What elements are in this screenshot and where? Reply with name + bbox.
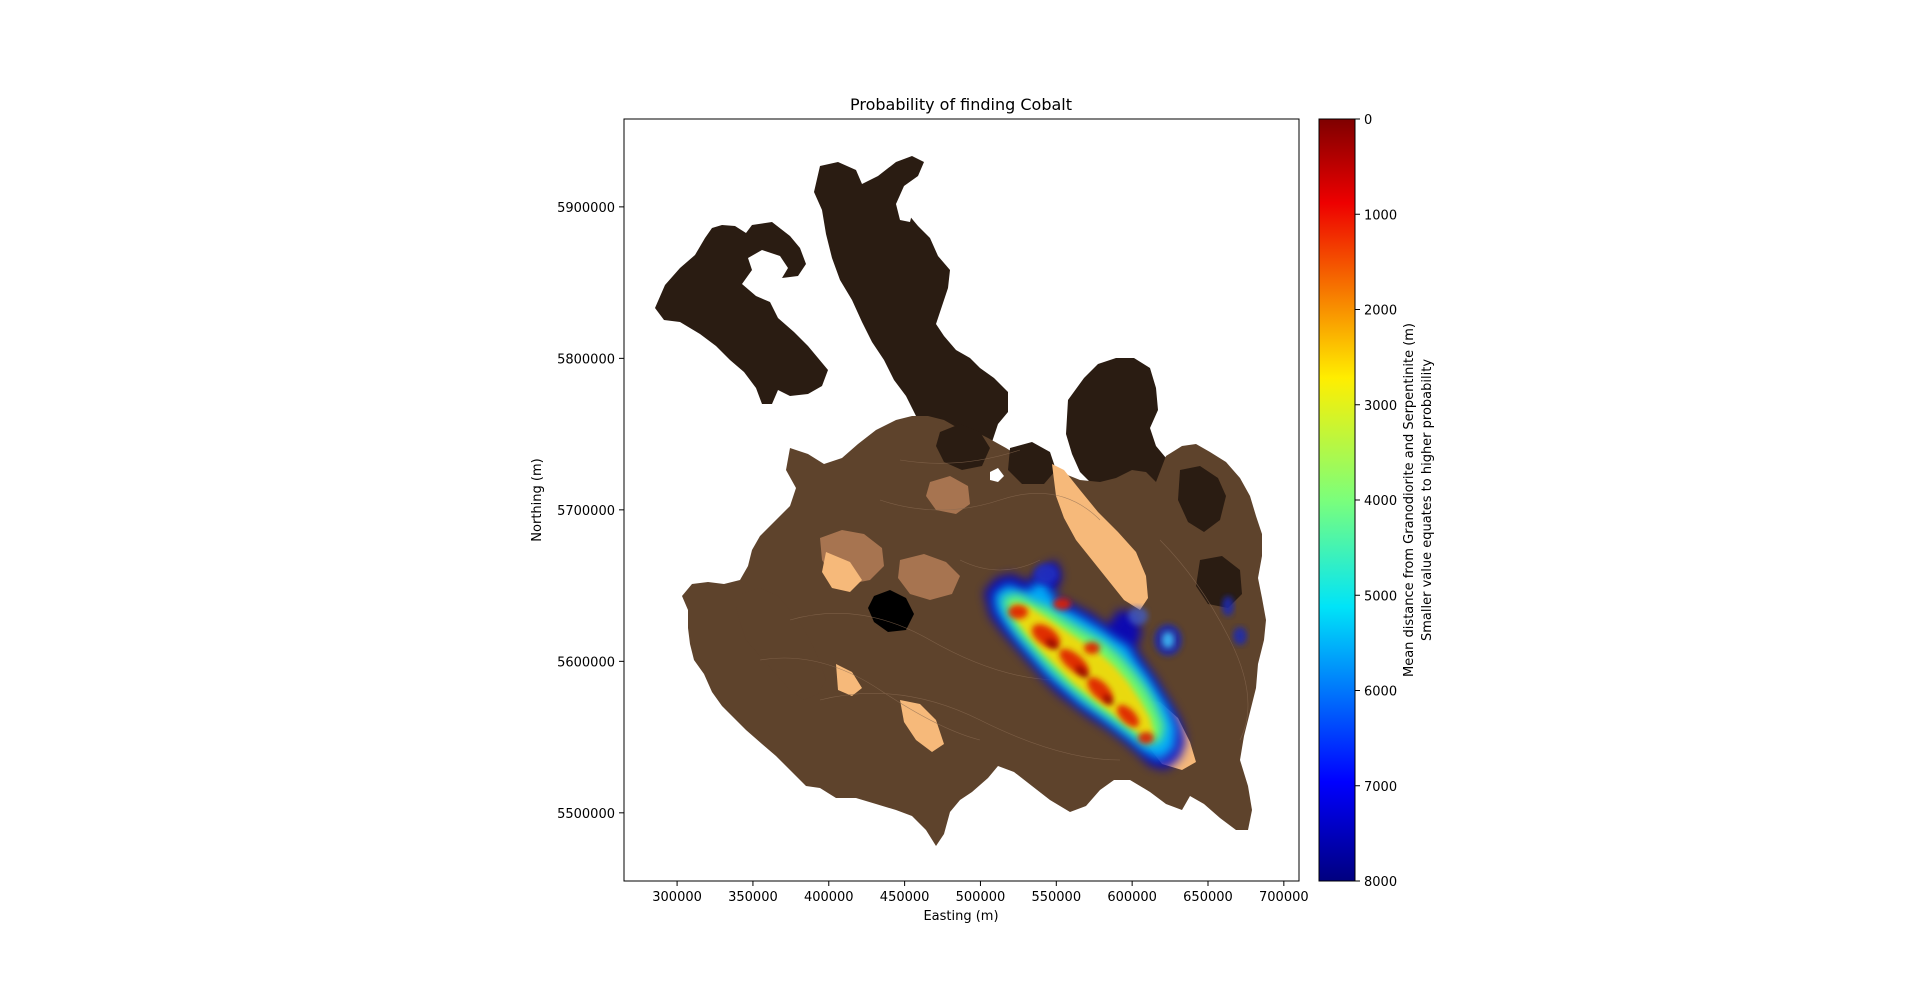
western-geology-unit — [736, 588, 826, 700]
colorbar-tick-label: 3000 — [1364, 399, 1397, 414]
colorbar-label-line2: Smaller value equates to higher probabil… — [1420, 359, 1435, 641]
colorbar-tick-label: 7000 — [1364, 780, 1397, 795]
x-tick-label: 600000 — [1107, 890, 1157, 905]
y-axis-ticks: 5500000 5600000 5700000 5800000 5900000 — [557, 201, 624, 822]
dark-geology-unit — [936, 424, 990, 470]
light-geology-unit — [926, 476, 970, 514]
plot-title: Probability of finding Cobalt — [850, 95, 1072, 114]
lake — [748, 250, 788, 278]
x-tick-label: 700000 — [1259, 890, 1309, 905]
y-axis-label: Northing (m) — [530, 458, 545, 541]
colorbar-label-line1: Mean distance from Granodiorite and Serp… — [1402, 323, 1417, 677]
y-tick-label: 5800000 — [557, 352, 615, 367]
plot-frame — [623, 118, 1300, 882]
x-tick-label: 500000 — [956, 890, 1006, 905]
dark-geology-unit — [1008, 442, 1056, 484]
x-tick-label: 300000 — [652, 890, 702, 905]
x-tick-label: 350000 — [728, 890, 778, 905]
geology-contact-lines — [759, 449, 1249, 761]
x-tick-label: 650000 — [1183, 890, 1233, 905]
colorbar — [1318, 118, 1356, 882]
dark-geology-unit — [1196, 556, 1242, 608]
lake — [896, 194, 914, 222]
y-tick-label: 5700000 — [557, 504, 615, 519]
x-tick-label: 400000 — [804, 890, 854, 905]
colorbar-ticks: 0 1000 2000 3000 4000 5000 6000 7000 8000 — [1355, 113, 1397, 890]
colorbar-tick-label: 6000 — [1364, 685, 1397, 700]
x-tick-label: 550000 — [1031, 890, 1081, 905]
pale-geology-unit — [900, 700, 944, 752]
y-tick-label: 5500000 — [557, 807, 615, 822]
x-axis-label: Easting (m) — [923, 909, 998, 924]
dark-geology-unit — [1178, 466, 1226, 532]
x-axis-ticks: 300000 350000 400000 450000 500000 550000 6000… — [652, 881, 1309, 905]
colorbar-tick-label: 1000 — [1364, 208, 1397, 223]
light-geology-unit — [898, 554, 960, 600]
pale-geology-unit — [822, 552, 862, 592]
lake — [990, 468, 1004, 482]
colorbar-tick-label: 2000 — [1364, 304, 1397, 319]
pale-geology-unit — [1052, 464, 1148, 610]
northern-geology-unit — [655, 222, 828, 404]
northern-geology-unit — [1066, 358, 1170, 500]
x-tick-label: 450000 — [880, 890, 930, 905]
colorbar-tick-label: 4000 — [1364, 494, 1397, 509]
probability-heat-zone — [984, 560, 1247, 770]
colorbar-tick-label: 5000 — [1364, 589, 1397, 604]
colorbar-tick-label: 8000 — [1364, 875, 1397, 890]
y-tick-label: 5900000 — [557, 201, 615, 216]
colorbar-tick-label: 0 — [1364, 113, 1372, 128]
black-geology-unit — [868, 590, 914, 632]
pale-geology-unit — [836, 664, 862, 696]
geology-map — [655, 156, 1266, 846]
y-tick-label: 5600000 — [557, 655, 615, 670]
